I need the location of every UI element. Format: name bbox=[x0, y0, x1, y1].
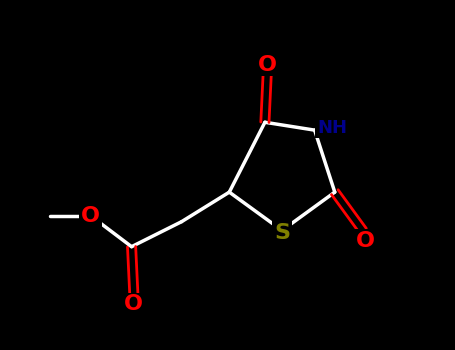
Text: O: O bbox=[258, 55, 277, 75]
Text: S: S bbox=[274, 223, 290, 243]
Text: O: O bbox=[356, 231, 375, 251]
Text: O: O bbox=[81, 206, 100, 226]
Text: O: O bbox=[124, 294, 143, 314]
Text: NH: NH bbox=[317, 119, 347, 137]
